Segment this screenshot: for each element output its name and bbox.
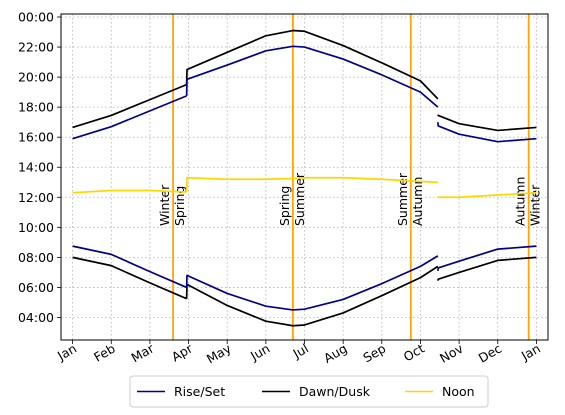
grid-layer [61,14,548,340]
series-line-rise-set [72,245,187,289]
y-tick-label: 18:00 [18,100,54,115]
series-line-rise-set [437,122,537,143]
series-line-dawn-dusk [185,29,439,100]
series-line-dawn-dusk [437,256,537,281]
x-tick-label: Jun [247,341,272,364]
x-axis: Jan Feb Mar Apr May Jun Jul Aug Sep Oct Nov Dec Jan [54,340,543,367]
y-tick-label: 00:00 [18,10,54,25]
x-tick-label: Feb [91,341,118,365]
legend-label-dawn-dusk: Dawn/Dusk [299,384,371,399]
x-tick-label: Nov [437,340,466,365]
x-tick-label: Jan [54,341,79,364]
y-tick-label: 14:00 [18,160,54,175]
season-label: Winter [528,184,543,226]
y-tick-label: 16:00 [18,130,54,145]
season-label: Spring [172,186,187,226]
legend-box [129,375,489,408]
x-tick-label: Dec [476,341,505,366]
y-tick-label: 04:00 [18,310,54,325]
x-tick-label: May [204,340,234,366]
season-label: Spring [277,186,292,226]
y-tick-label: 12:00 [18,190,54,205]
x-tick-label: Mar [128,340,157,365]
y-tick-label: 20:00 [18,70,54,85]
series-line-dawn-dusk [437,114,537,132]
season-label: Summer [395,172,410,226]
y-tick-label: 08:00 [18,250,54,265]
y-tick-label: 22:00 [18,40,54,55]
season-label: Autumn [513,177,528,226]
x-tick-label: Sep [360,341,388,366]
y-axis: 04:00 06:00 08:00 10:00 12:00 14:00 16:00 18:00… [18,10,61,325]
season-label: Winter [157,184,172,226]
x-tick-label: Jul [290,341,311,362]
series-line-noon [437,191,537,199]
series-line-rise-set [72,95,187,140]
y-tick-label: 06:00 [18,280,54,295]
season-label: Autumn [410,177,425,226]
season-label: Summer [292,172,307,226]
series-layer [72,29,537,327]
series-line-rise-set [437,245,537,271]
season-layer: Winter Spring Spring Summer Summer Autumn Autu… [157,14,543,340]
series-line-dawn-dusk [72,256,187,300]
series-line-dawn-dusk [72,83,187,129]
legend: Rise/Set Dawn/Dusk Noon [129,375,489,408]
series-line-noon [185,176,438,193]
x-tick-label: Jan [518,341,543,364]
series-line-rise-set [185,255,439,311]
x-tick-label: Oct [401,341,427,365]
y-tick-label: 10:00 [18,220,54,235]
series-line-dawn-dusk [185,265,439,327]
x-tick-label: Aug [321,341,350,366]
legend-label-rise-set: Rise/Set [174,384,225,399]
series-line-rise-set [185,45,439,108]
series-line-noon [72,189,187,194]
x-tick-label: Apr [169,340,196,364]
legend-label-noon: Noon [442,384,475,399]
